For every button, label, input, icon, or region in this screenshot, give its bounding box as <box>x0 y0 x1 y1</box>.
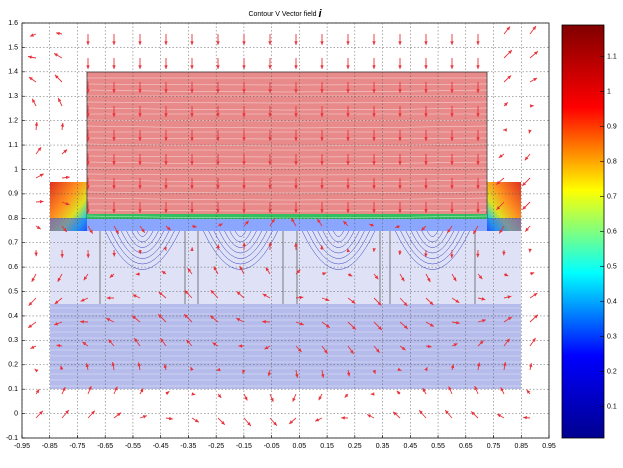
colorbar-label: 1 <box>607 88 611 95</box>
y-tick-label: -0.1 <box>6 435 18 442</box>
colorbar-label: 0.5 <box>607 263 617 270</box>
y-tick-label: 1.3 <box>8 93 18 100</box>
regions <box>50 72 521 389</box>
y-tick-label: 0.5 <box>8 288 18 295</box>
colorbar-label: 1.1 <box>607 53 617 60</box>
title-text: Contour V Vector field <box>248 11 316 18</box>
x-tick-label: -0.75 <box>69 443 85 450</box>
x-tick-label: -0.05 <box>264 443 280 450</box>
y-tick-label: 1 <box>14 166 18 173</box>
x-tick-label: 0.15 <box>320 443 334 450</box>
colorbar-label: 0.9 <box>607 123 617 130</box>
x-tick-label: -0.15 <box>236 443 252 450</box>
colorbar-label: 0.2 <box>607 368 617 375</box>
x-tick-label: 0.55 <box>431 443 445 450</box>
x-tick-label: -0.45 <box>153 443 169 450</box>
lower-block <box>50 304 521 389</box>
colorbar-label: 0.8 <box>607 158 617 165</box>
y-tick-label: 0.3 <box>8 337 18 344</box>
x-tick-label: 0.85 <box>514 443 528 450</box>
x-tick-label: 0.25 <box>348 443 362 450</box>
colorbar-label: 0.1 <box>607 403 617 410</box>
x-tick-label: -0.95 <box>14 443 30 450</box>
x-tick-label: -0.85 <box>42 443 58 450</box>
y-tick-label: 1.6 <box>8 20 18 27</box>
y-tick-label: 0.4 <box>8 313 18 320</box>
x-tick-label: 0.05 <box>293 443 307 450</box>
x-tick-label: -0.25 <box>208 443 224 450</box>
y-tick-label: 1.2 <box>8 117 18 124</box>
y-tick-label: 0.1 <box>8 386 18 393</box>
x-tick-label: 0.65 <box>459 443 473 450</box>
colorbar <box>562 25 604 438</box>
x-tick-label: -0.55 <box>125 443 141 450</box>
chart-title: Contour V Vector field i <box>248 8 322 20</box>
x-tick-label: 0.45 <box>404 443 418 450</box>
y-tick-label: 0.9 <box>8 191 18 198</box>
x-tick-label: -0.35 <box>180 443 196 450</box>
colorbar-label: 0.7 <box>607 193 617 200</box>
y-tick-label: 0.7 <box>8 240 18 247</box>
colorbar-label: 0.4 <box>607 298 617 305</box>
y-tick-label: 0 <box>14 410 18 417</box>
y-tick-label: 1.1 <box>8 142 18 149</box>
colorbar-label: 0.3 <box>607 333 617 340</box>
y-tick-label: 1.5 <box>8 44 18 51</box>
x-tick-label: 0.35 <box>376 443 390 450</box>
title-symbol: i <box>318 8 322 20</box>
x-tick-label: 0.95 <box>542 443 556 450</box>
x-tick-label: -0.65 <box>97 443 113 450</box>
middle-area <box>50 231 521 304</box>
colorbar-label: 0.6 <box>607 228 617 235</box>
y-tick-label: 0.2 <box>8 362 18 369</box>
y-tick-label: 0.8 <box>8 215 18 222</box>
x-tick-label: 0.75 <box>487 443 501 450</box>
y-tick-label: 0.6 <box>8 264 18 271</box>
y-tick-label: 1.4 <box>8 69 18 76</box>
